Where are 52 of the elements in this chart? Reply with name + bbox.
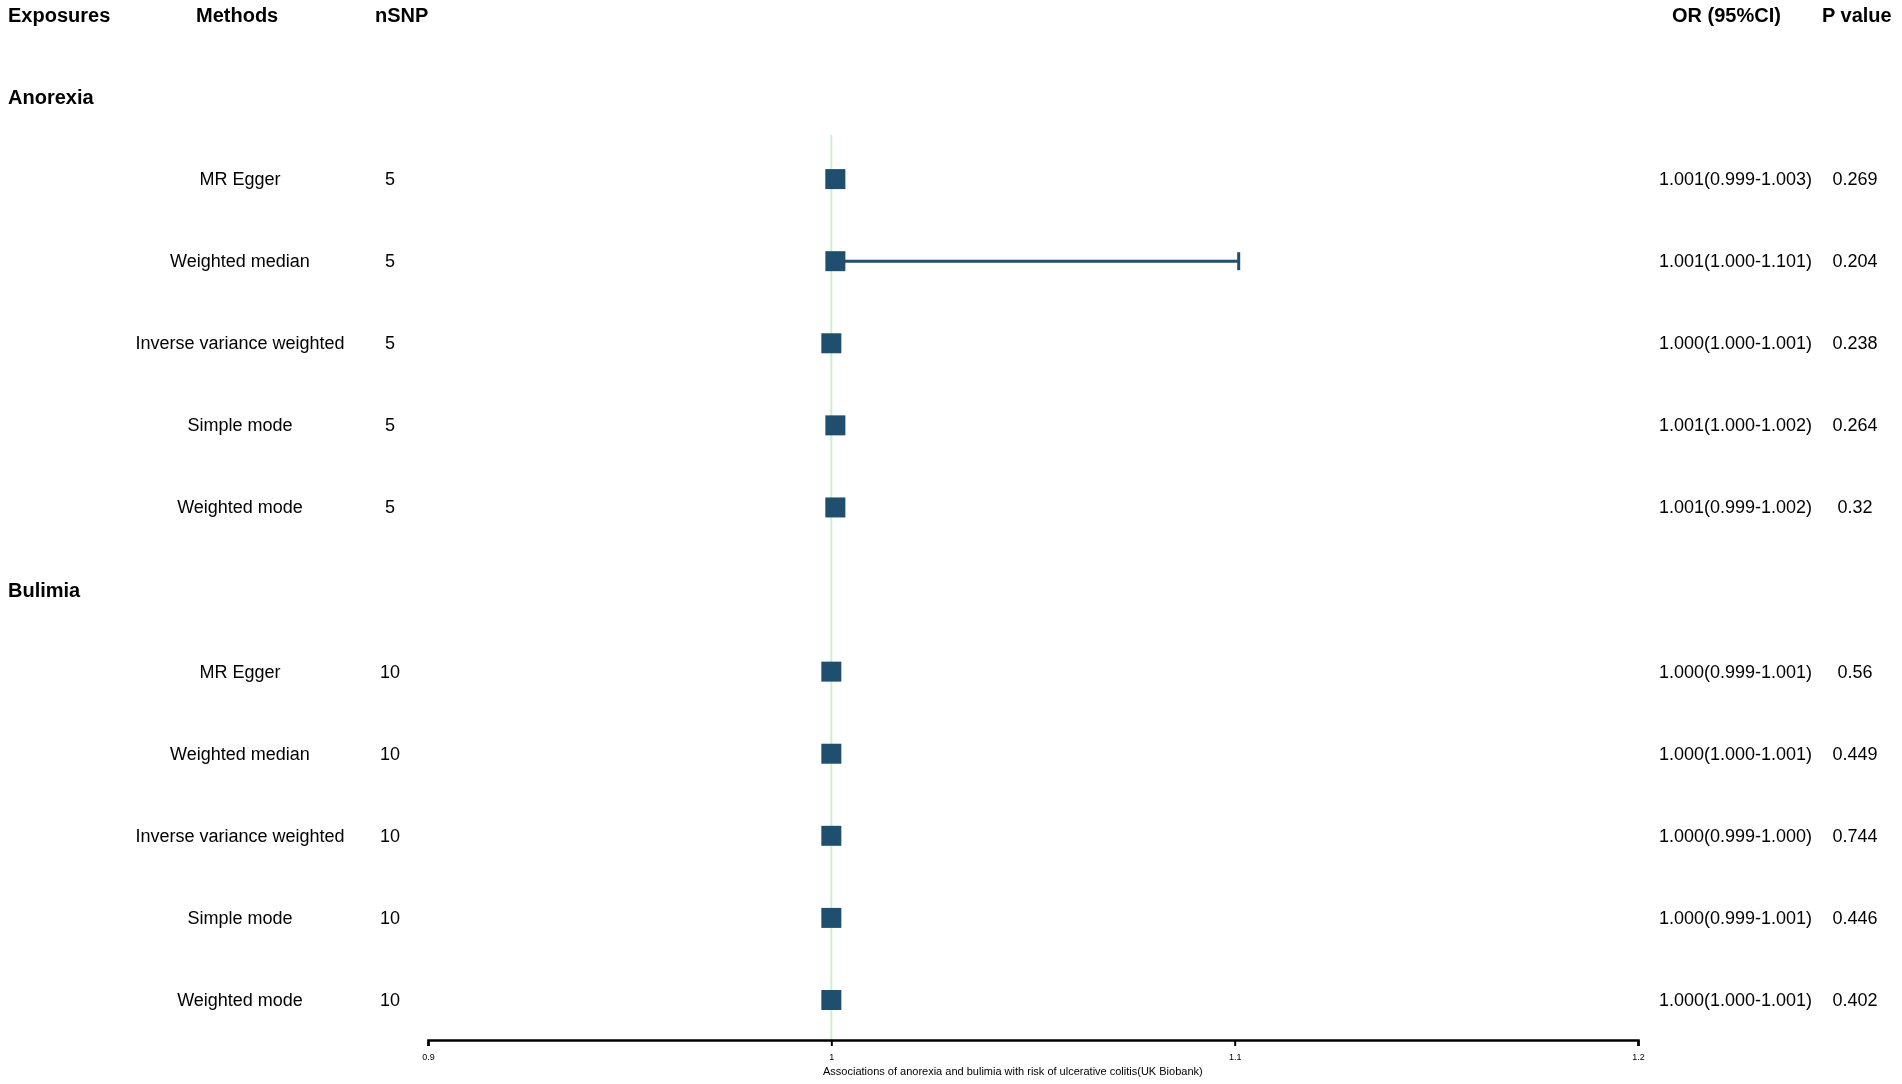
text: 0.269 <box>1832 169 1878 190</box>
y2-tick-label: 10 <box>379 990 401 1010</box>
y2-tick-label: 10 <box>379 907 401 928</box>
y2-tick-label: 5 <box>384 497 396 518</box>
x-tick-label: 1.1 <box>1228 1051 1242 1062</box>
data-label: 1.001(0.999-1.003) <box>1658 169 1812 190</box>
data-label: 1.000(0.999-1.001) <box>1658 661 1812 682</box>
y-tick-label: Simple mode <box>187 907 293 928</box>
data-label: 1.000(0.999-1.000) <box>1658 825 1812 846</box>
data-label: 1.001(0.999-1.002) <box>1658 497 1812 518</box>
text: 0.449 <box>1832 743 1878 764</box>
text: P value <box>1822 4 1892 26</box>
y2-tick-label: 10 <box>379 661 401 682</box>
y-tick-label: Weighted median <box>170 251 310 272</box>
y-tick-label: Weighted mode <box>177 990 303 1010</box>
text: Exposures <box>8 4 111 26</box>
text: Methods <box>196 4 279 26</box>
data-label: 1.001(1.000-1.002) <box>1658 415 1812 436</box>
text: 0.32 <box>1837 497 1873 518</box>
y-tick-label: Weighted mode <box>177 497 303 518</box>
y2-tick-label: 5 <box>384 251 396 272</box>
text: 0.446 <box>1832 907 1878 928</box>
text: 0.204 <box>1832 251 1878 272</box>
text: OR (95%CI) <box>1672 4 1781 26</box>
y2-tick-label: 5 <box>384 333 396 354</box>
data-label: 1.001(1.000-1.101) <box>1658 251 1812 272</box>
x-axis-title: Associations of anorexia and bulimia with risk of ulcerative colitis(UK Biobank) <box>823 1065 1203 1077</box>
data-label: 1.000(1.000-1.001) <box>1658 990 1812 1010</box>
y2-tick-label: 5 <box>384 169 396 190</box>
text: 0.744 <box>1832 825 1878 846</box>
y-tick-label: MR Egger <box>199 661 281 682</box>
y2-tick-label: 10 <box>379 825 401 846</box>
data-label: 1.000(1.000-1.001) <box>1658 743 1812 764</box>
text: 0.264 <box>1832 415 1878 436</box>
x-tick-label: 0.9 <box>422 1051 435 1062</box>
data-label: 1.000(0.999-1.001) <box>1658 907 1812 928</box>
x-tick-label: 1.2 <box>1632 1051 1645 1062</box>
text: 0.56 <box>1837 661 1873 682</box>
y-tick-label: MR Egger <box>199 169 281 190</box>
y-tick-label: Weighted median <box>170 743 310 764</box>
y-tick-label: Inverse variance weighted <box>135 333 345 354</box>
y2-tick-label: 5 <box>384 415 396 436</box>
text: 0.238 <box>1832 333 1878 354</box>
text: 0.402 <box>1832 990 1878 1010</box>
data-label: 1.000(1.000-1.001) <box>1658 333 1812 354</box>
y2-tick-label: 10 <box>379 743 401 764</box>
text: Bulimia <box>8 578 82 601</box>
x-tick-label: 1 <box>829 1051 835 1062</box>
text: nSNP <box>375 4 429 26</box>
y-tick-label: Simple mode <box>187 415 293 436</box>
y-tick-label: Inverse variance weighted <box>135 825 345 846</box>
text: Anorexia <box>8 86 95 108</box>
